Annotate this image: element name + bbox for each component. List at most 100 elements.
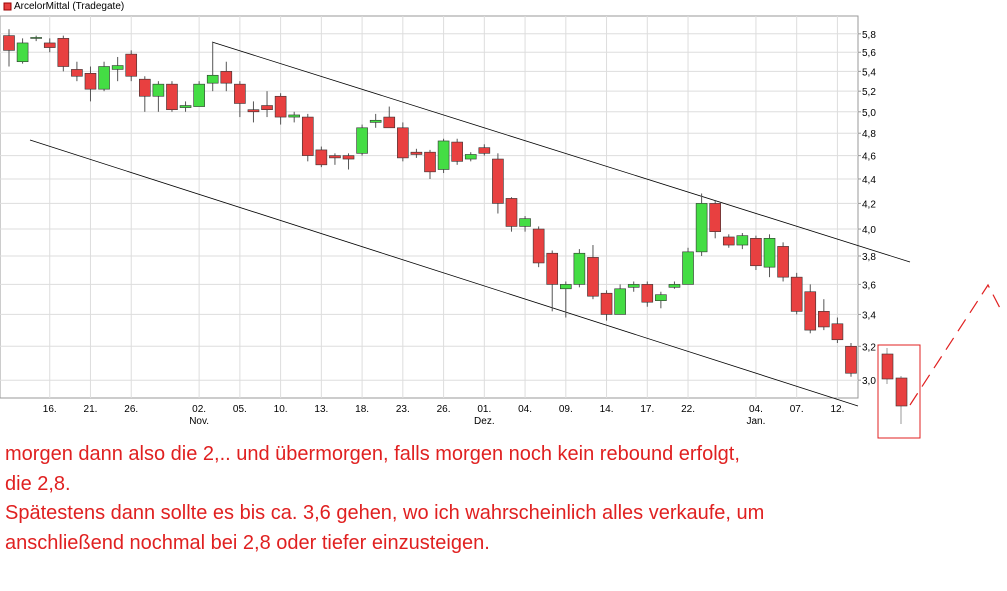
candle-body	[750, 238, 762, 267]
y-tick-label: 5,0	[862, 108, 876, 119]
y-tick-label: 3,8	[862, 252, 876, 263]
forecast-candle	[881, 353, 894, 380]
candle-body	[627, 284, 640, 288]
y-tick-label: 4,0	[862, 225, 876, 236]
candle-body	[111, 65, 124, 70]
y-tick-label: 5,2	[862, 87, 876, 98]
x-tick-label: 16.	[43, 404, 57, 415]
candle-body	[492, 158, 504, 204]
candle-body	[532, 228, 545, 264]
candle-body	[220, 71, 233, 84]
candle-body	[790, 276, 803, 312]
candle-body	[261, 105, 273, 110]
x-tick-label: 02.	[192, 404, 206, 415]
candle-body	[573, 252, 586, 285]
candle-body	[818, 311, 830, 328]
candle-body	[342, 155, 355, 160]
y-tick-label: 3,6	[862, 280, 876, 291]
candle-body	[30, 37, 42, 39]
y-tick-label: 5,4	[862, 67, 876, 78]
annotation: morgen dann also die 2,.. und übermorgen…	[5, 440, 764, 558]
candle-body	[139, 78, 151, 97]
chart: ArcelorMittal (Tradegate) 3,0 3,2 3,4 3,6 3,…	[0, 1, 1003, 439]
candle-body	[356, 127, 368, 154]
candle-body	[736, 235, 749, 246]
x-tick-label: 01.	[477, 404, 491, 415]
candle-body	[478, 147, 491, 154]
y-tick-label: 4,8	[862, 129, 876, 140]
candle-body	[804, 291, 817, 331]
x-month-label: Jan.	[746, 416, 765, 427]
highlight-box	[877, 344, 921, 439]
candles	[3, 29, 857, 377]
y-tick-label: 3,0	[862, 376, 876, 387]
candle-body	[383, 116, 396, 129]
candle-body	[695, 203, 708, 253]
x-tick-label: 05.	[233, 404, 247, 415]
annotation-line: anschließend nochmal bei 2,8 oder tiefer…	[5, 531, 490, 554]
x-tick-label: 07.	[790, 404, 804, 415]
x-month-label: Dez.	[474, 416, 495, 427]
candle-body	[668, 284, 681, 288]
candle-body	[410, 151, 423, 155]
y-tick-label: 3,4	[862, 310, 876, 321]
candle-body	[206, 74, 219, 84]
x-tick-label: 04.	[518, 404, 532, 415]
candle-body	[763, 238, 776, 268]
candle-body	[247, 109, 260, 113]
y-tick-label: 4,2	[862, 199, 876, 210]
x-tick-label: 14.	[600, 404, 614, 415]
y-tick-label: 4,6	[862, 152, 876, 163]
candle-body	[831, 323, 844, 341]
candle-body	[614, 288, 626, 315]
candle-body	[274, 95, 287, 118]
candle-body	[845, 345, 857, 374]
candle-body	[57, 38, 70, 67]
candle-body	[152, 83, 165, 97]
annotation-line: Spätestens dann sollte es bis ca. 3,6 ge…	[5, 502, 765, 524]
candle-body	[722, 236, 735, 246]
candle-body	[84, 73, 97, 90]
candle-body	[546, 252, 559, 285]
candle-body	[451, 141, 463, 162]
candle-body	[437, 140, 450, 170]
candle-body	[587, 257, 599, 297]
y-tick-label: 4,4	[862, 175, 876, 186]
x-tick-label: 17.	[640, 404, 654, 415]
annotation-line: die 2,8.	[5, 472, 71, 495]
candle-body	[424, 151, 436, 173]
candle-body	[560, 284, 572, 290]
y-tick-label: 3,2	[862, 342, 876, 353]
trend-line-lower	[29, 139, 859, 407]
forecast-candle	[895, 377, 908, 407]
candle-body	[464, 154, 477, 160]
candle-body	[655, 294, 667, 301]
x-tick-label: 18.	[355, 404, 369, 415]
candle-body	[505, 198, 518, 227]
candle-body	[179, 105, 192, 108]
x-tick-label: 13.	[314, 404, 328, 415]
candle-body	[397, 127, 409, 159]
candle-body	[43, 42, 56, 48]
x-tick-label: 04.	[749, 404, 763, 415]
candle-body	[682, 251, 694, 285]
forecast-path	[909, 283, 1003, 406]
legend-label: ArcelorMittal (Tradegate)	[14, 1, 124, 12]
legend-swatch	[3, 2, 12, 11]
candle-body	[315, 149, 328, 166]
candle-body	[193, 83, 205, 107]
x-tick-label: 10.	[274, 404, 288, 415]
y-tick-label: 5,8	[862, 30, 876, 41]
candle-body	[71, 69, 83, 77]
candle-body	[641, 284, 654, 303]
candle-body	[234, 83, 246, 104]
candle-body	[709, 203, 721, 232]
x-tick-label: 21.	[84, 404, 98, 415]
candle-body	[16, 42, 29, 63]
y-tick-label: 5,6	[862, 48, 876, 59]
x-tick-label: 22.	[681, 404, 695, 415]
x-tick-label: 12.	[830, 404, 844, 415]
annotation-line: morgen dann also die 2,.. und übermorgen…	[5, 443, 740, 465]
x-tick-label: 26.	[124, 404, 138, 415]
